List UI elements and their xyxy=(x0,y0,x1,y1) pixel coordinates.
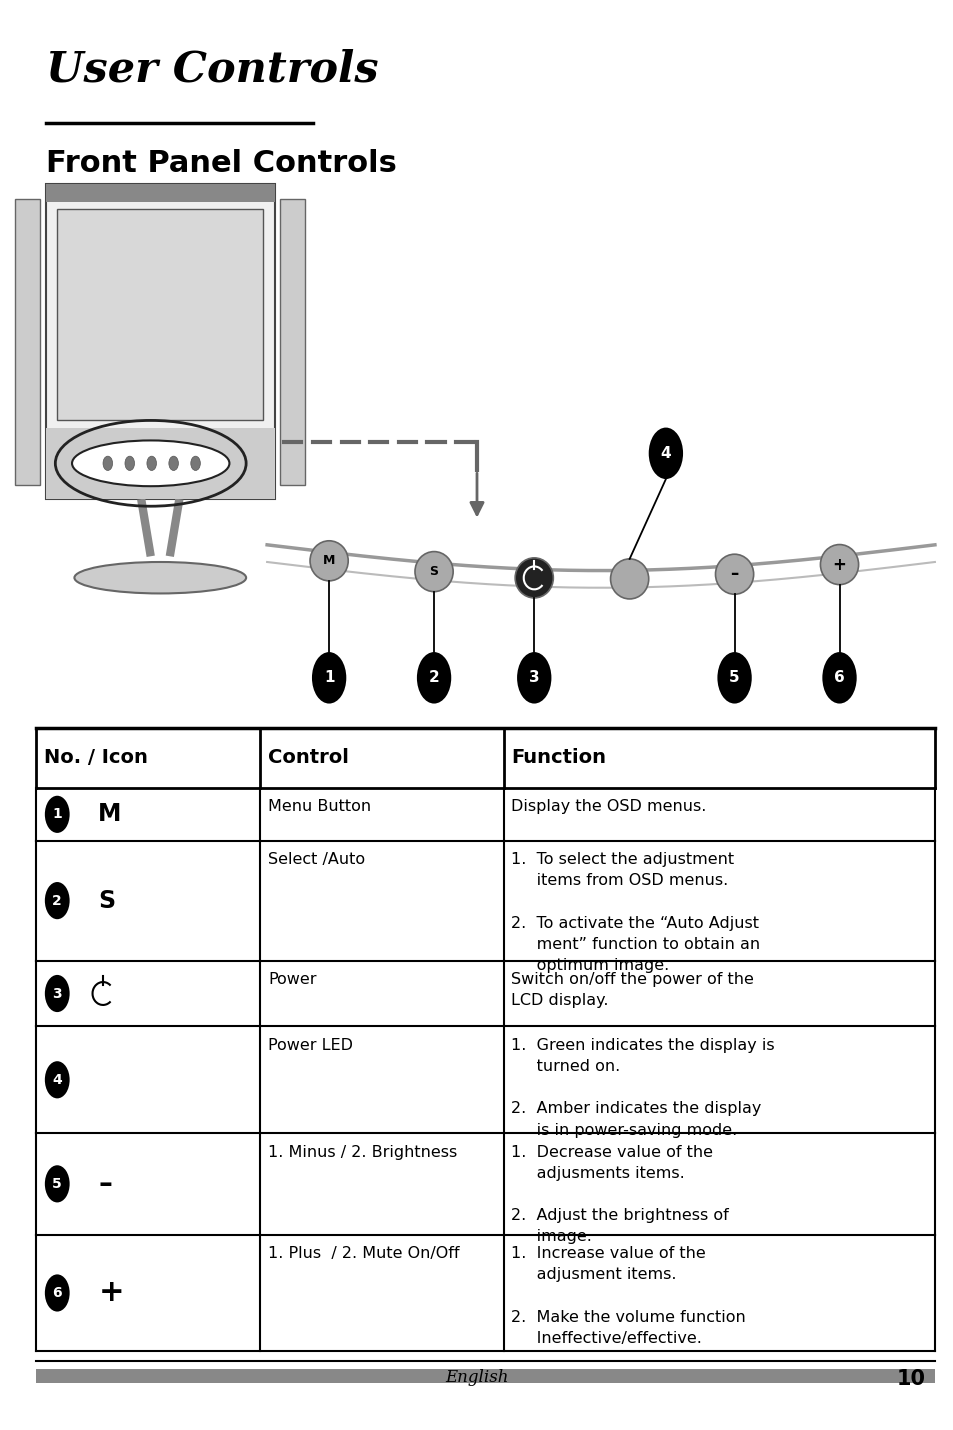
Text: 1.  Green indicates the display is: 1. Green indicates the display is xyxy=(511,1038,774,1052)
Circle shape xyxy=(103,456,112,470)
Text: 2.  Amber indicates the display: 2. Amber indicates the display xyxy=(511,1101,760,1117)
Circle shape xyxy=(821,652,856,704)
Text: Power: Power xyxy=(268,972,316,987)
Text: English: English xyxy=(445,1369,508,1386)
Text: 3: 3 xyxy=(528,671,539,685)
Text: 1: 1 xyxy=(323,671,335,685)
Circle shape xyxy=(648,428,682,479)
Text: 1.  Decrease value of the: 1. Decrease value of the xyxy=(511,1144,713,1160)
Text: –: – xyxy=(730,565,738,583)
Text: optimum image.: optimum image. xyxy=(511,958,669,972)
Circle shape xyxy=(416,652,451,704)
Circle shape xyxy=(45,1165,70,1203)
Text: 4: 4 xyxy=(52,1072,62,1087)
Text: 2.  To activate the “Auto Adjust: 2. To activate the “Auto Adjust xyxy=(511,915,759,931)
Ellipse shape xyxy=(715,555,753,595)
Text: 1. Plus  / 2. Mute On/Off: 1. Plus / 2. Mute On/Off xyxy=(268,1246,459,1261)
Text: 10: 10 xyxy=(896,1369,924,1389)
FancyBboxPatch shape xyxy=(15,199,40,485)
Text: Function: Function xyxy=(511,748,606,768)
Text: 1.  Increase value of the: 1. Increase value of the xyxy=(511,1246,705,1261)
Circle shape xyxy=(45,882,70,919)
Circle shape xyxy=(312,652,346,704)
Circle shape xyxy=(147,456,156,470)
Text: items from OSD menus.: items from OSD menus. xyxy=(511,874,728,888)
Text: +: + xyxy=(832,556,845,573)
Text: Ineffective/effective.: Ineffective/effective. xyxy=(511,1331,701,1346)
Text: Control: Control xyxy=(268,748,349,768)
Text: 2.  Adjust the brightness of: 2. Adjust the brightness of xyxy=(511,1208,728,1223)
Text: 2.  Make the volume function: 2. Make the volume function xyxy=(511,1310,745,1324)
Text: turned on.: turned on. xyxy=(511,1060,620,1074)
Circle shape xyxy=(191,456,200,470)
Text: adjusments items.: adjusments items. xyxy=(511,1165,684,1181)
Text: 6: 6 xyxy=(52,1286,62,1300)
Circle shape xyxy=(169,456,178,470)
Text: M: M xyxy=(98,802,122,827)
Text: –: – xyxy=(98,1170,112,1198)
Text: User Controls: User Controls xyxy=(46,49,378,90)
Text: S: S xyxy=(98,888,115,912)
Text: 1.  To select the adjustment: 1. To select the adjustment xyxy=(511,852,734,867)
Ellipse shape xyxy=(71,440,229,486)
Circle shape xyxy=(125,456,134,470)
Circle shape xyxy=(45,1061,70,1098)
Text: 3: 3 xyxy=(52,987,62,1001)
Text: No. / Icon: No. / Icon xyxy=(44,748,148,768)
Text: image.: image. xyxy=(511,1230,592,1244)
Text: +: + xyxy=(98,1278,124,1307)
Ellipse shape xyxy=(310,541,348,581)
FancyBboxPatch shape xyxy=(57,209,263,420)
Text: LCD display.: LCD display. xyxy=(511,992,608,1008)
FancyBboxPatch shape xyxy=(46,184,274,499)
Text: Menu Button: Menu Button xyxy=(268,799,371,814)
Text: Switch on/off the power of the: Switch on/off the power of the xyxy=(511,972,754,987)
Text: 2: 2 xyxy=(52,894,62,908)
Text: 6: 6 xyxy=(833,671,844,685)
Text: 5: 5 xyxy=(52,1177,62,1191)
Text: adjusment items.: adjusment items. xyxy=(511,1267,676,1283)
Text: is in power-saving mode.: is in power-saving mode. xyxy=(511,1123,737,1138)
FancyBboxPatch shape xyxy=(280,199,305,485)
Text: 2: 2 xyxy=(428,671,439,685)
Text: Front Panel Controls: Front Panel Controls xyxy=(46,149,396,177)
Text: Select /Auto: Select /Auto xyxy=(268,852,365,867)
Ellipse shape xyxy=(515,558,553,598)
Circle shape xyxy=(45,795,70,832)
Text: Display the OSD menus.: Display the OSD menus. xyxy=(511,799,706,814)
Text: M: M xyxy=(323,555,335,568)
Text: 5: 5 xyxy=(728,671,740,685)
Text: 1. Minus / 2. Brightness: 1. Minus / 2. Brightness xyxy=(268,1144,456,1160)
Ellipse shape xyxy=(610,559,648,599)
Bar xyxy=(36,1369,934,1383)
Text: 4: 4 xyxy=(659,446,671,460)
Bar xyxy=(36,728,934,788)
FancyBboxPatch shape xyxy=(46,428,274,499)
Text: S: S xyxy=(429,565,438,578)
Text: 1: 1 xyxy=(52,808,62,821)
Circle shape xyxy=(717,652,751,704)
Circle shape xyxy=(45,975,70,1012)
Circle shape xyxy=(517,652,551,704)
Circle shape xyxy=(45,1274,70,1311)
Text: Power LED: Power LED xyxy=(268,1038,353,1052)
Ellipse shape xyxy=(820,545,858,585)
Ellipse shape xyxy=(74,562,246,593)
Text: ment” function to obtain an: ment” function to obtain an xyxy=(511,937,760,952)
FancyBboxPatch shape xyxy=(46,184,274,202)
Ellipse shape xyxy=(415,552,453,592)
